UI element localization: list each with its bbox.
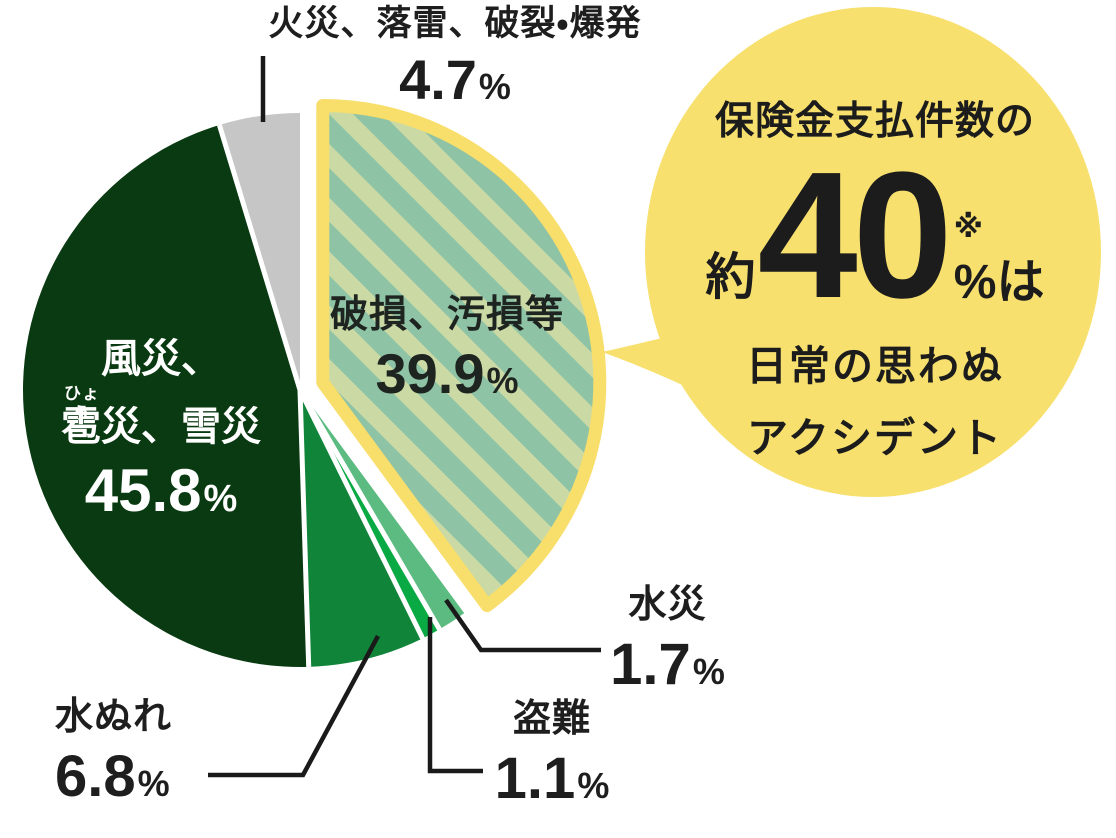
- pie-slice-breakage: [316, 99, 607, 613]
- label-breakage: 破損、汚損等 39.9%: [292, 294, 602, 406]
- slice-separator: [297, 388, 425, 640]
- callout-circle: [645, 7, 1101, 497]
- label-fire-name: 火災、落雷、破裂・爆発: [268, 4, 642, 43]
- pie-slices: [23, 99, 607, 668]
- pie-slice-water-leak: [300, 390, 423, 667]
- label-flood: 水災 1.7%: [590, 584, 745, 698]
- label-fire: 火災、落雷、破裂・爆発 4.7%: [230, 4, 680, 113]
- callout-line3: 日常の思わぬ: [746, 343, 1004, 389]
- label-flood-name: 水災: [628, 584, 707, 626]
- note-mark-icon: ※: [953, 211, 983, 244]
- label-flood-value: 1.7%: [610, 631, 725, 697]
- leader-line-flood: [444, 598, 601, 653]
- label-wind-hail-snow: 風災、 ひょう 雹災、雪災 45.8%: [48, 336, 274, 525]
- callout-line1: 保険金支払件数の: [714, 100, 1035, 143]
- callout-text: 保険金支払件数の 約 40 ※ %は 日常の思わぬ アクシデント: [655, 90, 1095, 464]
- label-wind-value: 45.8%: [84, 457, 238, 524]
- callout-line4: アクシデント: [747, 415, 1003, 461]
- label-wind-line2: 雹災、雪災: [61, 405, 261, 449]
- label-water-leak: 水ぬれ 6.8%: [55, 696, 275, 810]
- leader-line-water-leak: [208, 634, 380, 778]
- label-theft-name: 盗難: [512, 698, 591, 740]
- slice-separator: [297, 388, 442, 631]
- pie-slice-wind-hail-snow: [23, 124, 309, 668]
- label-breakage-name: 破損、汚損等: [329, 294, 564, 336]
- leader-line-theft: [427, 617, 483, 774]
- callout-number: 40: [757, 135, 953, 337]
- label-water-leak-value: 6.8%: [55, 743, 170, 809]
- label-wind-line1: 風災、: [101, 337, 221, 381]
- callout-big-row: 約 40 ※ %は: [655, 135, 1095, 337]
- label-fire-value: 4.7%: [399, 48, 511, 112]
- pie-slice-flood: [300, 390, 465, 630]
- callout-percent-suffix: %は: [953, 256, 1045, 309]
- label-theft: 盗難 1.1%: [468, 698, 636, 812]
- label-theft-value: 1.1%: [494, 745, 610, 811]
- label-breakage-value: 39.9%: [375, 341, 519, 405]
- furigana-hyou: ひょう: [64, 384, 100, 423]
- callout-bubble: [602, 7, 1101, 497]
- label-wind-line2-row: ひょう 雹災、雪災: [48, 384, 274, 450]
- slice-separator: [216, 124, 303, 391]
- callout-approx: 約: [705, 249, 756, 305]
- label-water-leak-name: 水ぬれ: [55, 696, 173, 738]
- slice-separator: [297, 389, 312, 667]
